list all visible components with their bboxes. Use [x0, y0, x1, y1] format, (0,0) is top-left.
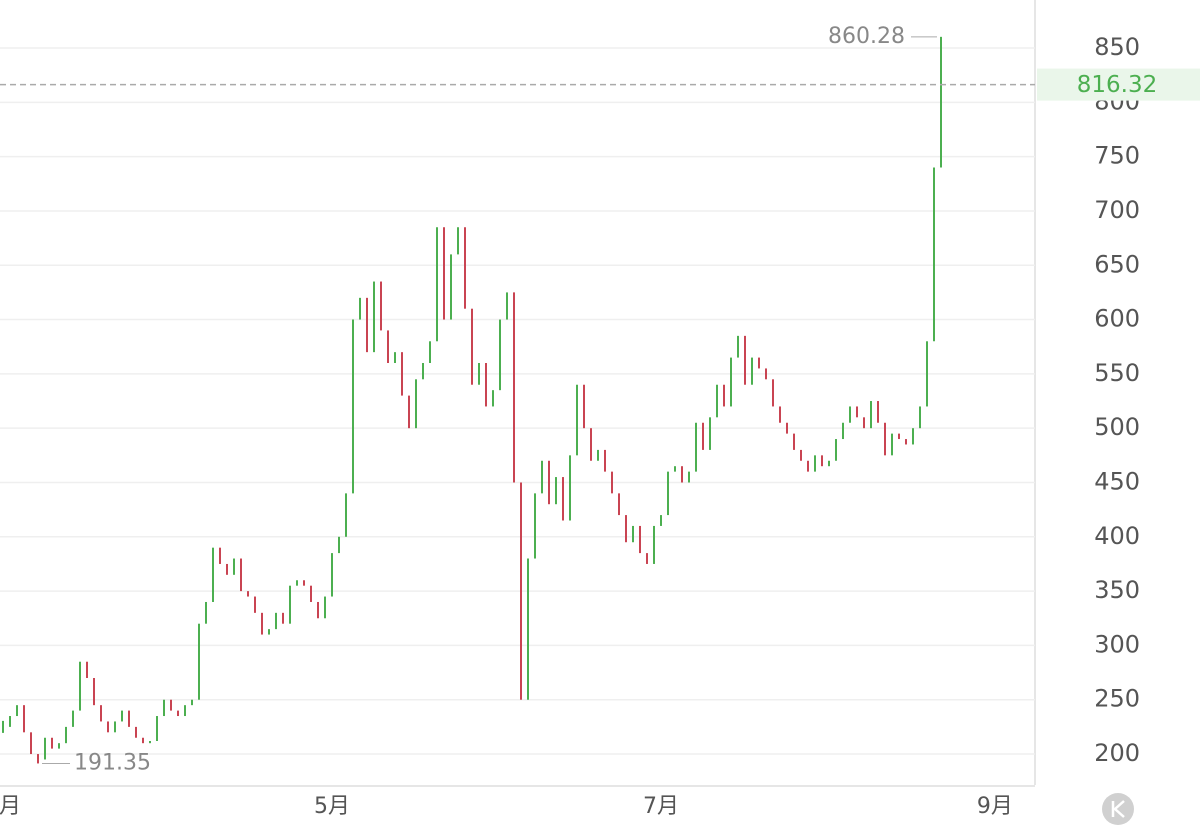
y-tick-label: 350: [1094, 576, 1140, 604]
last-price-tag: [1037, 68, 1200, 101]
y-tick-label: 650: [1094, 250, 1140, 278]
kline-button[interactable]: [1102, 793, 1134, 825]
y-tick-label: 300: [1094, 630, 1140, 658]
y-tick-label: 400: [1094, 522, 1140, 550]
x-tick-label: 月: [0, 794, 21, 819]
y-tick-label: 450: [1094, 467, 1140, 495]
y-tick-label: 500: [1094, 413, 1140, 441]
x-tick-label: 7月: [643, 794, 679, 819]
y-tick-label: 200: [1094, 739, 1140, 767]
kline-glyph: [1111, 800, 1125, 818]
y-tick-label: 700: [1094, 196, 1140, 224]
last-price-label: 816.32: [1077, 72, 1157, 98]
y-tick-label: 850: [1094, 33, 1140, 61]
x-tick-label: 5月: [314, 794, 350, 819]
x-tick-label: 9月: [977, 794, 1013, 819]
high-label: 860.28: [828, 24, 905, 49]
y-tick-label: 250: [1094, 685, 1140, 713]
y-tick-label: 750: [1094, 142, 1140, 170]
low-label: 191.35: [74, 750, 151, 775]
y-tick-label: 550: [1094, 359, 1140, 387]
kline-icon[interactable]: [1102, 793, 1134, 825]
y-tick-label: 600: [1094, 305, 1140, 333]
